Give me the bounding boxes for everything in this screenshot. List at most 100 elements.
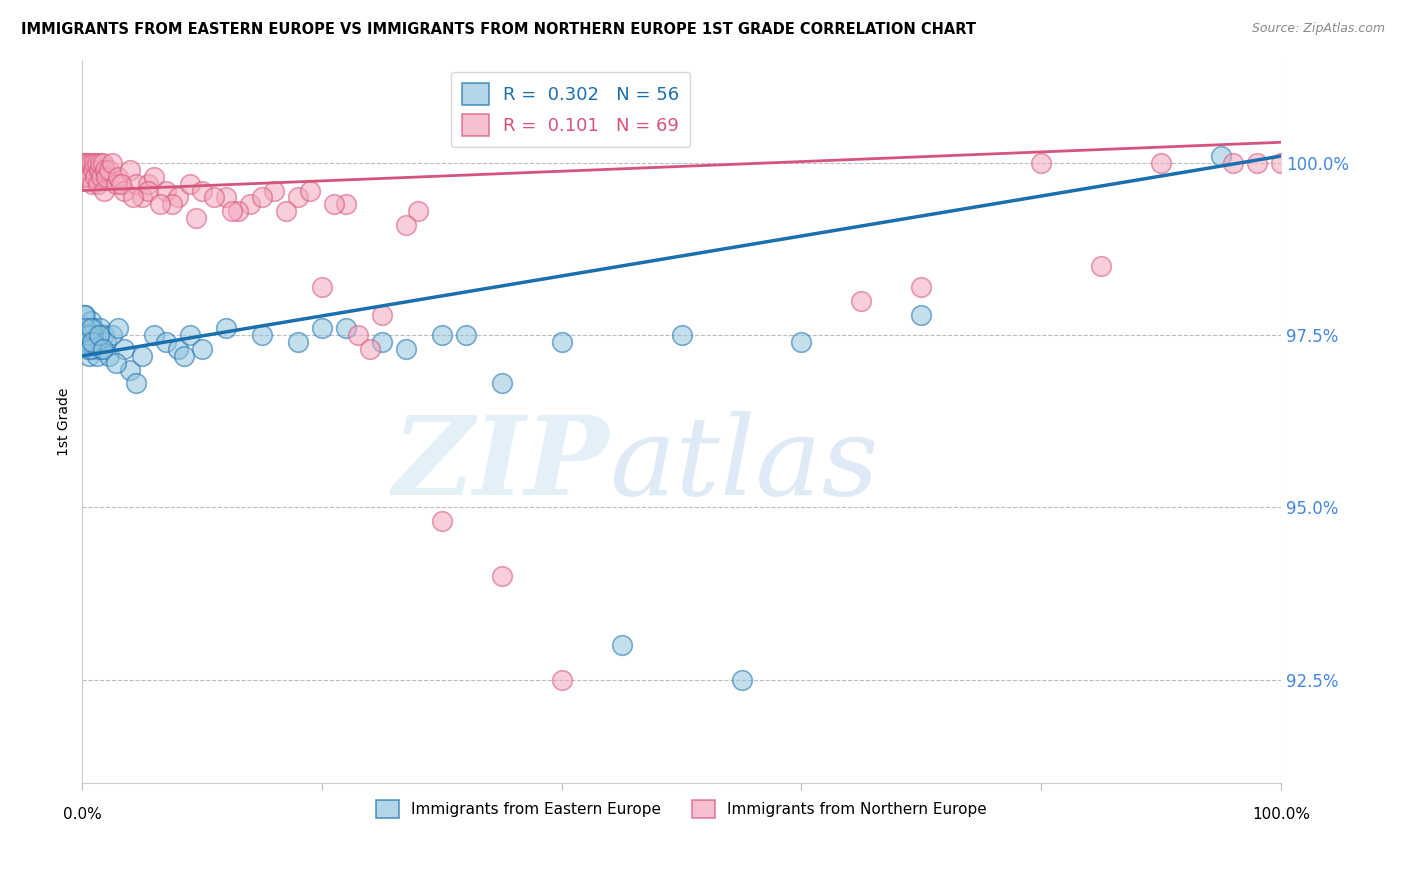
Point [215,190,238,204]
Point [76,335,98,350]
Point [76,342,98,356]
Point [89,156,111,170]
Point [76,162,98,177]
Point [790,335,813,350]
Point [910,280,932,294]
Point [311,280,333,294]
Point [112,184,135,198]
Point [454,328,477,343]
Point [87,328,110,343]
Point [96,169,118,184]
Point [80,335,103,350]
Point [82,335,104,350]
Point [125,177,148,191]
Point [120,362,142,376]
Point [82,321,104,335]
Point [97,162,120,177]
Point [179,177,201,191]
Text: 0.0%: 0.0% [63,807,101,822]
Point [136,184,159,198]
Point [1270,156,1292,170]
Point [93,184,115,198]
Point [96,335,118,350]
Point [186,211,208,225]
Point [93,328,115,343]
Text: atlas: atlas [610,411,879,518]
Point [79,314,101,328]
Point [75,321,97,335]
Point [143,328,166,343]
Point [239,197,262,211]
Point [73,308,96,322]
Point [371,335,394,350]
Point [77,156,100,170]
Point [1090,260,1112,274]
Point [90,342,112,356]
Point [191,184,214,198]
Y-axis label: 1st Grade: 1st Grade [58,387,72,456]
Point [263,184,285,198]
Point [94,162,117,177]
Point [155,184,177,198]
Point [91,342,114,356]
Point [101,156,124,170]
Point [287,335,309,350]
Point [1209,149,1232,163]
Point [430,328,453,343]
Point [80,321,103,335]
Point [395,342,418,356]
Point [131,190,153,204]
Point [167,190,190,204]
Point [120,162,142,177]
Point [1246,156,1268,170]
Point [1031,156,1053,170]
Point [406,204,429,219]
Point [551,335,574,350]
Point [75,328,97,343]
Point [83,342,105,356]
Point [89,321,111,335]
Point [79,349,101,363]
Point [104,356,127,370]
Point [80,177,103,191]
Point [73,169,96,184]
Legend: Immigrants from Eastern Europe, Immigrants from Northern Europe: Immigrants from Eastern Europe, Immigran… [368,792,994,826]
Point [347,328,370,343]
Point [79,156,101,170]
Point [73,308,96,322]
Text: Source: ZipAtlas.com: Source: ZipAtlas.com [1251,22,1385,36]
Point [110,177,132,191]
Point [90,169,112,184]
Point [82,162,104,177]
Point [202,190,225,204]
Point [77,328,100,343]
Text: 100.0%: 100.0% [1251,807,1310,822]
Point [250,190,273,204]
Point [79,342,101,356]
Point [371,308,394,322]
Point [395,218,418,232]
Point [173,349,195,363]
Point [155,335,177,350]
Point [610,638,633,652]
Point [551,673,574,687]
Point [299,184,322,198]
Point [359,342,381,356]
Point [287,190,309,204]
Point [335,197,357,211]
Point [87,335,110,350]
Point [311,321,333,335]
Point [1150,156,1173,170]
Point [77,321,100,335]
Text: ZIP: ZIP [394,411,610,518]
Point [72,156,94,170]
Point [91,156,114,170]
Point [730,673,752,687]
Point [221,204,243,219]
Point [910,308,932,322]
Point [84,169,107,184]
Point [121,190,143,204]
Point [86,349,108,363]
Point [335,321,357,335]
Point [136,177,159,191]
